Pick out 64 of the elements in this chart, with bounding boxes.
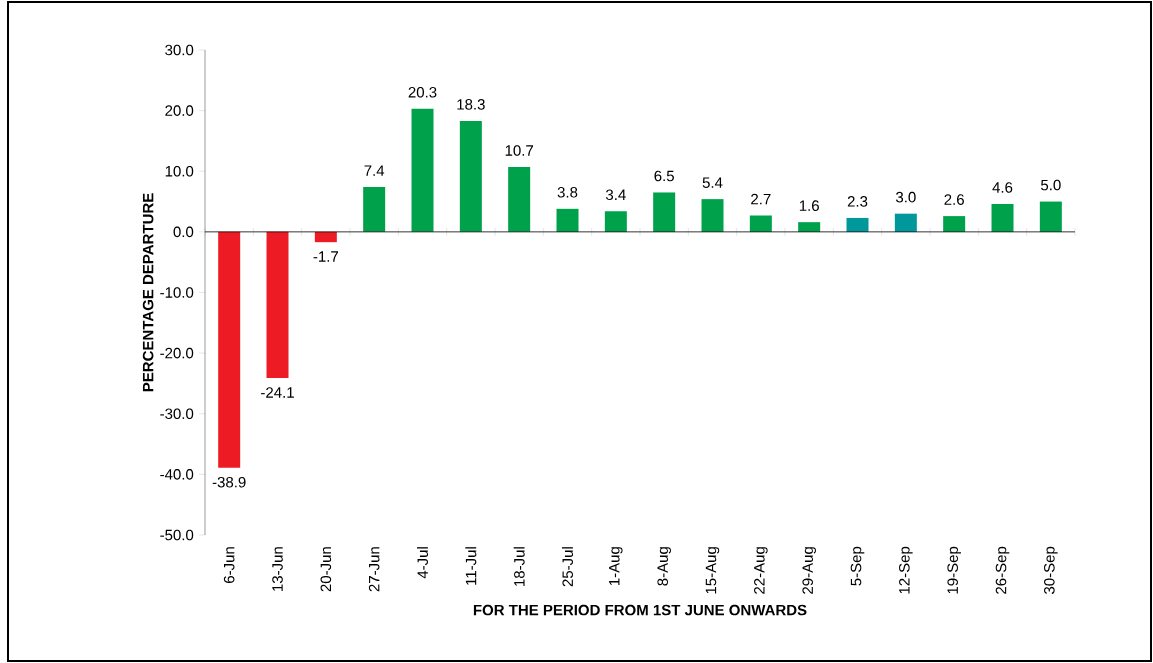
y-tick-label: 0.0 — [173, 226, 194, 238]
bar — [459, 120, 482, 232]
data-label: 20.3 — [408, 86, 437, 98]
data-label: 3.0 — [895, 191, 916, 203]
y-tick-label: -10.0 — [160, 287, 194, 298]
bar — [894, 213, 917, 232]
x-axis-title: FOR THE PERIOD FROM 1ST JUNE ONWARDS — [473, 604, 807, 616]
bar — [991, 203, 1014, 232]
data-label: -38.9 — [212, 476, 246, 488]
bar — [798, 222, 821, 232]
bar — [556, 208, 579, 232]
data-label: 3.4 — [605, 189, 626, 201]
data-label: 18.3 — [457, 99, 485, 110]
bar — [604, 211, 627, 232]
x-tick-label: 22-Aug — [754, 547, 768, 594]
y-tick-label: -50.0 — [160, 529, 194, 541]
data-label: 2.6 — [944, 194, 964, 205]
data-label: 2.3 — [847, 196, 868, 207]
data-label: 2.7 — [751, 193, 771, 205]
bar — [266, 231, 289, 378]
x-tick-label: 20-Jun — [320, 547, 332, 592]
x-tick-label: 25-Jul — [562, 547, 574, 587]
y-tick-label: -30.0 — [160, 408, 194, 420]
x-tick-label: 6-Jun — [223, 547, 235, 583]
bar — [749, 215, 772, 232]
bar — [1039, 201, 1062, 232]
x-tick-label: 13-Jun — [272, 547, 283, 591]
data-label: 7.4 — [364, 165, 385, 176]
y-tick-label: 20.0 — [165, 105, 194, 116]
bar — [411, 108, 434, 232]
bar — [943, 216, 966, 232]
bar — [363, 187, 386, 232]
x-tick-label: 27-Jun — [368, 547, 380, 592]
y-axis-title: PERCENTAGE DEPARTURE — [142, 193, 154, 392]
x-tick-label: 4-Jul — [417, 547, 429, 579]
y-tick-label: 30.0 — [165, 44, 194, 56]
x-tick-label: 1-Aug — [609, 547, 623, 586]
x-tick-label: 12-Sep — [899, 546, 913, 594]
x-tick-label: 19-Sep — [947, 546, 961, 594]
y-tick-label: 10.0 — [165, 165, 194, 177]
bar — [508, 167, 531, 232]
data-label: 6.5 — [654, 170, 674, 182]
bar — [218, 231, 241, 468]
bar — [701, 199, 724, 232]
bar — [653, 192, 676, 232]
bar — [846, 217, 869, 232]
x-tick-label: 11-Jul — [465, 547, 477, 585]
data-label: 3.8 — [557, 187, 578, 198]
data-label: 5.0 — [1041, 179, 1061, 191]
data-label: 5.4 — [702, 177, 723, 188]
x-tick-label: 18-Jul — [513, 547, 525, 586]
data-label: 4.6 — [992, 182, 1013, 193]
x-tick-label: 5-Sep — [850, 546, 865, 586]
y-tick-label: -40.0 — [160, 469, 194, 480]
x-tick-label: 29-Aug — [802, 547, 816, 594]
y-tick-label: -20.0 — [160, 347, 194, 359]
data-label: -24.1 — [261, 387, 294, 398]
x-tick-label: 26-Sep — [995, 546, 1010, 594]
data-label: 1.6 — [799, 200, 819, 211]
x-tick-label: 8-Aug — [657, 547, 671, 586]
data-label: 10.7 — [505, 145, 534, 156]
data-label: -1.7 — [313, 251, 339, 262]
x-tick-label: 15-Aug — [705, 547, 720, 594]
x-tick-label: 30-Sep — [1044, 546, 1058, 594]
